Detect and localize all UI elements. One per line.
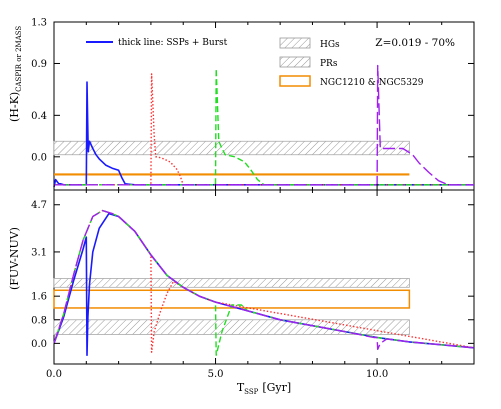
legend-prs-label: PRs (320, 59, 338, 69)
bot-ytick-label: 0.8 (31, 315, 47, 326)
legend-ngc-label: NGC1210 & NGC5329 (320, 78, 424, 88)
top-panel-series (53, 64, 474, 188)
top-panel-ylabel: (H-K)CASPIR or 2MASS (8, 26, 23, 122)
legend-hgs-swatch (279, 37, 311, 49)
bot-ytick-label: 0.0 (31, 339, 47, 350)
x-axis-label: TSSP [Gyr] (237, 381, 291, 396)
bot-ytick-label: 1.6 (31, 292, 47, 303)
bottom-panel-y-axis: 0.0 0.8 1.6 3.1 4.7 (31, 200, 474, 350)
bottom-panel-ylabel: (FUV-NUV) (8, 227, 21, 290)
top-ytick-label: 0.4 (31, 111, 47, 122)
bottom-panel-frame (53, 189, 475, 365)
top-band-hgs (53, 140, 410, 156)
legend-line-label: thick line: SSPs + Burst (118, 38, 228, 48)
legend-ngc-swatch (279, 75, 311, 87)
legend-prs-swatch (279, 56, 311, 68)
bot-series-longdash-line (53, 209, 475, 350)
top-ytick-label: 1.3 (31, 18, 47, 29)
top-ytick-label: 0.0 (31, 152, 47, 163)
top-series-longdash-line (54, 64, 474, 186)
bot-ytick-label: 4.7 (31, 200, 47, 211)
top-ytick-label: 0.9 (31, 59, 47, 70)
bot-xtick-label: 5.0 (208, 369, 224, 380)
bot-ytick-label: 3.1 (31, 247, 47, 258)
top-series-solid-line (53, 81, 474, 188)
bot-band-prs (53, 319, 410, 335)
top-series-dashed-line (54, 67, 474, 186)
top-series-dotted-line (54, 73, 474, 186)
bottom-panel-bands (53, 278, 411, 335)
legend-hgs-label: HGs (320, 40, 340, 50)
bot-band-ngc1210-ngc5329 (53, 289, 411, 309)
metallicity-annotation: Z=0.019 - 70% (375, 37, 455, 49)
bottom-panel-series (53, 209, 475, 357)
top-panel-y-axis: 0.0 0.4 0.9 1.3 (31, 18, 474, 163)
top-panel-bands (53, 140, 410, 176)
bot-xtick-label: 10.0 (366, 369, 388, 380)
bot-xtick-label: 0.0 (46, 369, 62, 380)
bottom-panel-x-axis: 0.0 5.0 10.0 (46, 190, 475, 380)
legend: thick line: SSPs + Burst HGs PRs NGC1210… (86, 37, 455, 88)
bot-band-hgs (53, 278, 410, 288)
